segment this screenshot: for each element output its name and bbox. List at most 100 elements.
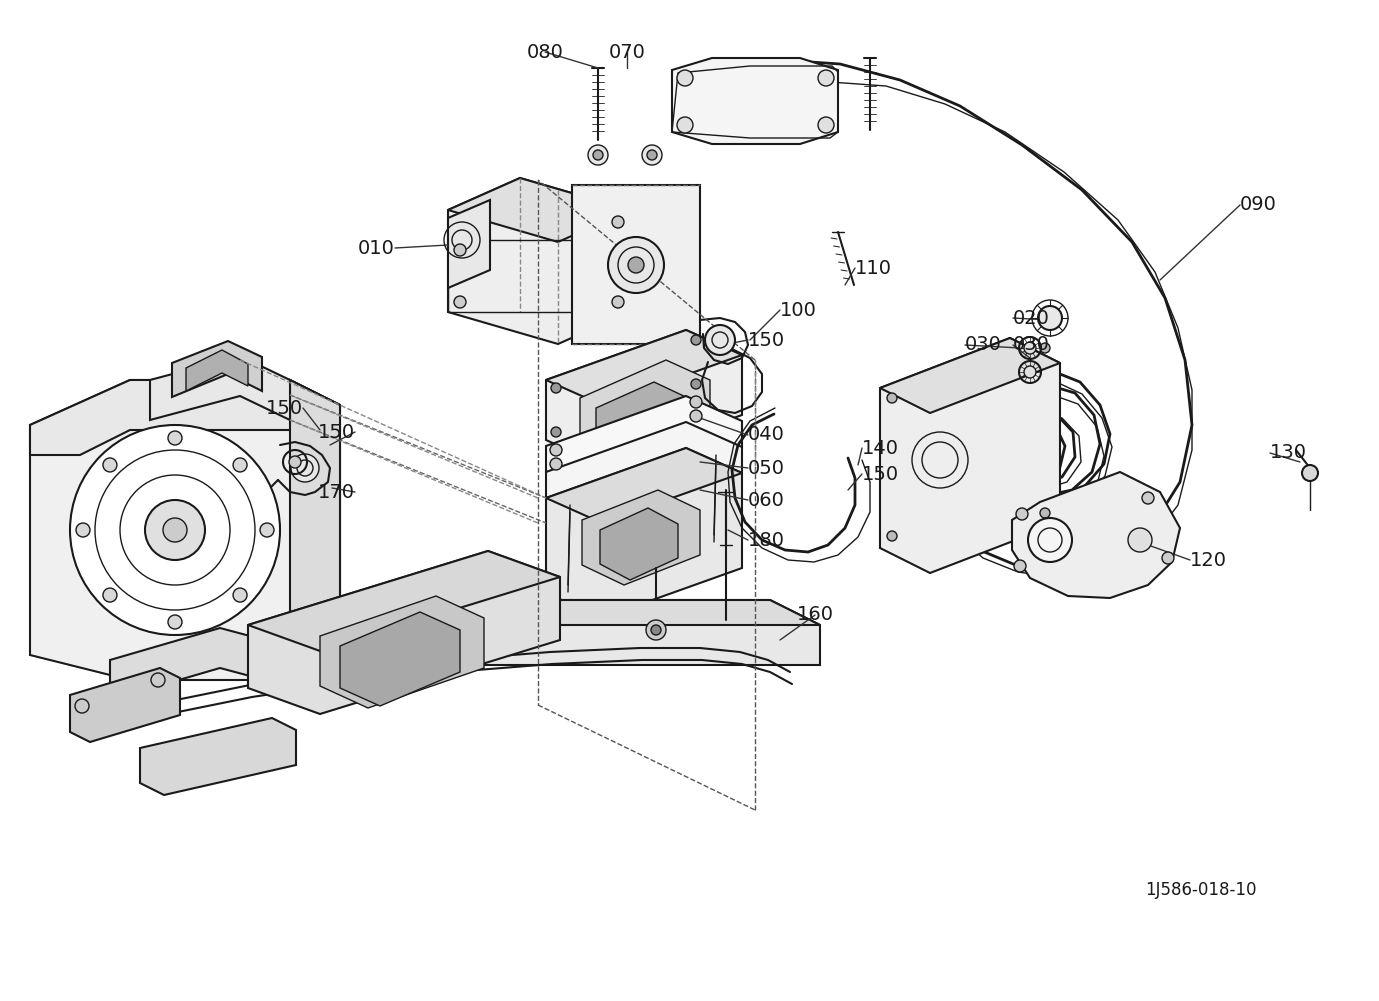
Polygon shape [672, 58, 838, 144]
Circle shape [454, 296, 466, 308]
Circle shape [103, 457, 117, 471]
Text: 100: 100 [781, 300, 816, 319]
Circle shape [690, 410, 702, 422]
Text: 110: 110 [855, 258, 892, 277]
Polygon shape [448, 200, 490, 288]
Circle shape [608, 237, 665, 293]
Circle shape [705, 325, 735, 355]
Polygon shape [290, 380, 341, 680]
Text: 080: 080 [527, 42, 564, 61]
Polygon shape [341, 612, 461, 706]
Polygon shape [320, 596, 484, 708]
Text: 030: 030 [1014, 335, 1049, 354]
Circle shape [1016, 508, 1027, 520]
Circle shape [290, 456, 301, 468]
Circle shape [454, 244, 466, 256]
Circle shape [691, 335, 701, 345]
Text: 140: 140 [862, 438, 899, 457]
Polygon shape [880, 338, 1060, 573]
Circle shape [168, 615, 182, 629]
Polygon shape [546, 448, 742, 523]
Circle shape [818, 70, 834, 86]
Circle shape [1025, 366, 1036, 378]
Circle shape [1302, 465, 1318, 481]
Polygon shape [546, 330, 742, 405]
Text: 040: 040 [747, 425, 785, 444]
Text: 1J586-018-10: 1J586-018-10 [1145, 881, 1256, 899]
Circle shape [1128, 528, 1151, 552]
Circle shape [691, 379, 701, 389]
Circle shape [291, 454, 319, 482]
Circle shape [677, 117, 694, 133]
Polygon shape [600, 508, 678, 580]
Text: 150: 150 [862, 464, 899, 483]
Text: 010: 010 [359, 238, 394, 257]
Polygon shape [448, 178, 630, 344]
Polygon shape [596, 382, 688, 456]
Polygon shape [880, 338, 1060, 413]
Circle shape [1014, 560, 1026, 572]
Circle shape [677, 70, 694, 86]
Text: 120: 120 [1190, 551, 1227, 570]
Polygon shape [572, 185, 701, 344]
Text: 180: 180 [747, 531, 785, 550]
Polygon shape [172, 341, 262, 397]
Circle shape [168, 431, 182, 445]
Circle shape [550, 458, 563, 470]
Circle shape [612, 296, 625, 308]
Polygon shape [448, 178, 630, 242]
Circle shape [627, 257, 644, 273]
Polygon shape [200, 600, 821, 665]
Polygon shape [110, 628, 341, 700]
Text: 150: 150 [319, 422, 354, 441]
Polygon shape [248, 551, 560, 714]
Text: 030: 030 [965, 335, 1003, 354]
Circle shape [233, 588, 247, 602]
Circle shape [550, 444, 563, 456]
Polygon shape [546, 330, 742, 465]
Circle shape [552, 427, 561, 437]
Polygon shape [70, 668, 181, 742]
Circle shape [887, 393, 896, 403]
Text: 060: 060 [747, 490, 785, 510]
Polygon shape [30, 380, 341, 455]
Circle shape [647, 150, 656, 160]
Circle shape [552, 383, 561, 393]
Circle shape [76, 523, 90, 537]
Text: 160: 160 [797, 606, 833, 625]
Circle shape [145, 500, 205, 560]
Circle shape [1038, 306, 1062, 330]
Circle shape [651, 625, 661, 635]
Circle shape [103, 588, 117, 602]
Circle shape [612, 216, 625, 228]
Circle shape [587, 145, 608, 165]
Text: 090: 090 [1240, 195, 1277, 214]
Circle shape [1040, 508, 1049, 518]
Text: 050: 050 [747, 458, 785, 477]
Polygon shape [248, 551, 560, 651]
Circle shape [818, 117, 834, 133]
Text: 170: 170 [319, 482, 354, 502]
Polygon shape [546, 422, 742, 522]
Circle shape [233, 457, 247, 471]
Polygon shape [546, 396, 742, 497]
Polygon shape [141, 718, 296, 795]
Circle shape [70, 425, 280, 635]
Circle shape [1027, 518, 1071, 562]
Polygon shape [581, 360, 710, 460]
Polygon shape [200, 600, 821, 625]
Text: 070: 070 [608, 42, 645, 61]
Circle shape [163, 518, 188, 542]
Circle shape [593, 150, 603, 160]
Circle shape [1040, 343, 1049, 353]
Polygon shape [186, 350, 248, 391]
Circle shape [1162, 552, 1174, 564]
Polygon shape [546, 448, 742, 618]
Circle shape [1025, 342, 1036, 354]
Text: 150: 150 [266, 398, 303, 417]
Circle shape [1142, 492, 1154, 504]
Circle shape [261, 523, 274, 537]
Text: 150: 150 [747, 330, 785, 349]
Circle shape [643, 145, 662, 165]
Polygon shape [30, 380, 341, 680]
